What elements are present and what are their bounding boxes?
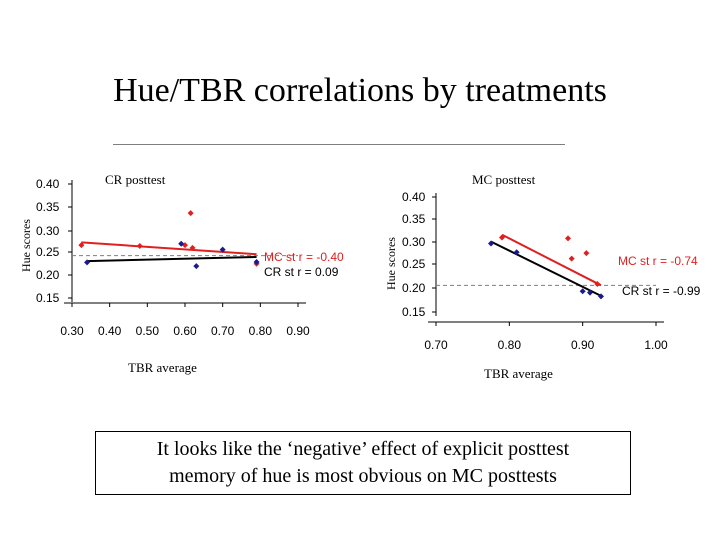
chart1-xtick-label: 0.90 [286,324,310,338]
note-box: It looks like the ‘negative’ effect of e… [95,431,631,495]
chart2-xtick-label: 0.80 [498,338,522,352]
chart1-ytick-label: 0.15 [36,291,60,305]
chart2-mc-point [499,234,505,241]
chart2-cr-point [587,289,593,296]
chart1-ytick-label: 0.35 [36,200,60,214]
chart1-mc-point [187,210,194,217]
chart2-mc-trend-line [501,233,602,287]
note-line-2: memory of hue is most obvious on MC post… [169,465,557,487]
slide-title: Hue/TBR correlations by treatments [113,72,607,109]
chart2-mc-corr: MC st r = -0.74 [618,254,698,268]
chart2-ytick-label: 0.25 [402,257,426,271]
chart1-cr-trend-line [87,255,257,263]
chart1-ytick-label: 0.25 [36,245,60,259]
chart2-ytick-label: 0.40 [402,190,426,204]
chart1-mc-point [136,243,143,250]
chart2-ytick-label: 0.35 [402,212,426,226]
chart1-xtick-label: 0.80 [249,324,273,338]
chart1-mc-trend-line [81,241,257,256]
chart2-mc-point [594,280,601,287]
chart2-cr-corr: CR st r = -0.99 [622,284,701,298]
chart1-xlabel: TBR average [128,360,197,375]
chart1-xtick-label: 0.30 [60,324,84,338]
note-line-1: It looks like the ‘negative’ effect of e… [156,438,570,460]
chart2-mc-point [583,250,590,257]
chart1-cr-point [178,240,185,247]
chart1-cr-point [253,258,260,265]
chart2-cr-point [488,240,494,247]
chart1-cr-corr: CR st r = 0.09 [264,265,339,279]
chart2-ytick-label: 0.30 [402,235,426,249]
chart1-mc-point [78,242,85,249]
chart1-mc-corr: MC st r = -0.40 [264,250,344,264]
chart2-cr-point [598,293,604,300]
chart2-cr-trend-line [490,240,602,297]
chart1-cr-point [84,259,91,266]
chart1-cr-point [193,263,200,270]
chart1-xtick-label: 0.40 [98,324,122,338]
chart2-cr-point [579,288,586,295]
chart1-cr-point [219,246,226,253]
chart2-mc-point [568,255,575,262]
chart1-title: CR posttest [105,172,166,187]
chart2-ytick-label: 0.15 [402,305,426,319]
chart2-title: MC posttest [472,172,536,187]
title-divider [113,144,565,145]
chart1-xtick-label: 0.70 [211,324,235,338]
chart2-xtick-label: 1.00 [644,338,668,352]
chart1-xtick-label: 0.60 [173,324,197,338]
chart2-ytick-label: 0.20 [402,281,426,295]
chart2-xtick-label: 0.70 [424,338,448,352]
chart1-ytick-label: 0.20 [36,268,60,282]
chart2-xlabel: TBR average [484,366,553,381]
chart1-mc-point [189,244,196,251]
chart1-ytick-label: 0.40 [36,177,60,191]
chart2-xtick-label: 0.90 [571,338,595,352]
chart2-mc-point [565,235,571,242]
chart1-ytick-label: 0.30 [36,224,60,238]
chart2-cr-point [513,249,520,256]
chart1-xtick-label: 0.50 [136,324,160,338]
